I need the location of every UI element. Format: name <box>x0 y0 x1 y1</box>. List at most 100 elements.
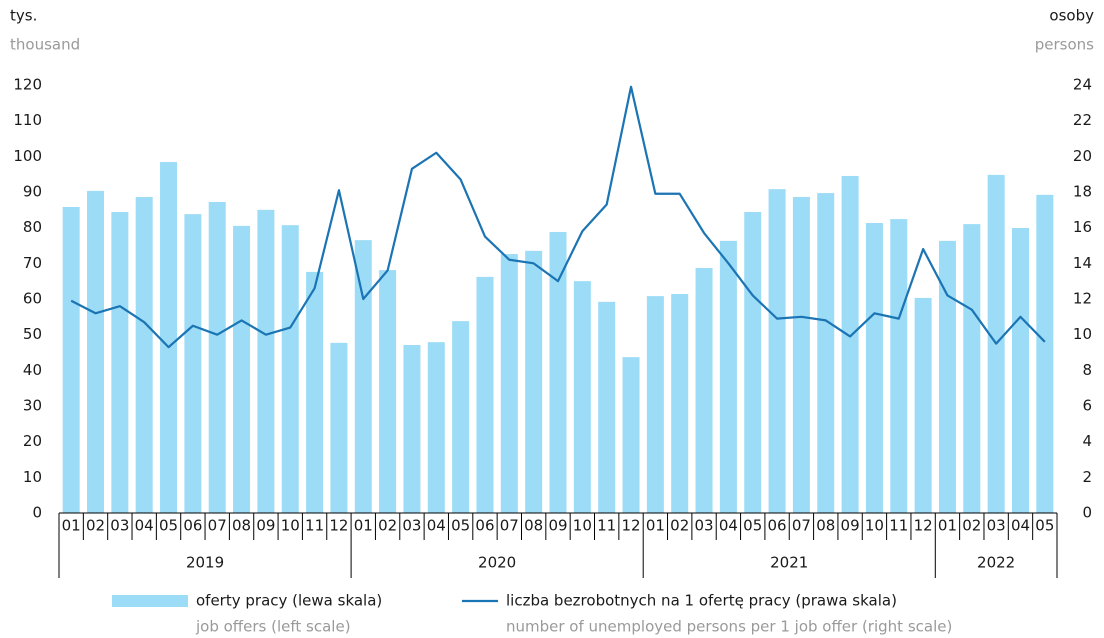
bar <box>549 231 567 514</box>
y-tick-label: 110 <box>13 111 42 129</box>
bar <box>890 219 908 513</box>
x-group-label: 2022 <box>977 554 1015 572</box>
bar <box>744 211 762 513</box>
y-tick-label: 70 <box>23 254 42 272</box>
x-tick-label: 02 <box>378 517 397 535</box>
x-tick-label: 05 <box>159 517 178 535</box>
x-group-label: 2019 <box>186 554 224 572</box>
legend-label-en: number of unemployed persons per 1 job o… <box>506 618 952 636</box>
legend-label: oferty pracy (lewa skala) <box>196 592 382 610</box>
y-tick-label: 80 <box>23 218 42 236</box>
x-tick-label: 06 <box>183 517 202 535</box>
x-tick-label: 08 <box>232 517 251 535</box>
bar <box>306 271 324 513</box>
y-tick-label: 90 <box>23 183 42 201</box>
bar <box>719 240 737 513</box>
x-tick-label: 11 <box>597 517 616 535</box>
y2-axis-label-en: persons <box>1035 36 1094 54</box>
x-tick-label: 08 <box>816 517 835 535</box>
y-tick-label: 100 <box>13 147 42 165</box>
x-tick-label: 01 <box>354 517 373 535</box>
legend-swatch <box>112 595 188 607</box>
x-tick-label: 03 <box>987 517 1006 535</box>
y-tick-label: 120 <box>13 76 42 94</box>
bar <box>598 301 616 513</box>
x-tick-label: 01 <box>62 517 81 535</box>
y-tick-label: 60 <box>23 290 42 308</box>
y-tick-label: 20 <box>23 432 42 450</box>
bar <box>768 189 786 513</box>
bar <box>379 270 397 513</box>
x-tick-label: 11 <box>889 517 908 535</box>
x-tick-label: 08 <box>524 517 543 535</box>
bar <box>1011 228 1029 514</box>
bar <box>257 209 275 514</box>
bar <box>646 296 664 513</box>
y-axis-label-en: thousand <box>10 36 80 54</box>
bar <box>403 345 421 513</box>
bar <box>281 225 299 514</box>
x-tick-label: 07 <box>792 517 811 535</box>
y2-tick-label: 14 <box>1073 254 1092 272</box>
x-tick-label: 02 <box>962 517 981 535</box>
x-tick-label: 01 <box>646 517 665 535</box>
y2-tick-label: 2 <box>1082 468 1092 486</box>
bar <box>500 254 518 513</box>
legend-label: liczba bezrobotnych na 1 ofertę pracy (p… <box>506 592 897 610</box>
y2-tick-label: 8 <box>1082 361 1092 379</box>
y2-tick-label: 6 <box>1082 397 1092 415</box>
bar <box>817 193 835 513</box>
x-tick-label: 03 <box>402 517 421 535</box>
bar <box>914 297 932 513</box>
x-group-label: 2021 <box>770 554 808 572</box>
legend-label-en: job offers (left scale) <box>195 618 351 636</box>
x-tick-label: 10 <box>865 517 884 535</box>
y-tick-label: 0 <box>32 504 42 522</box>
bar <box>671 294 689 513</box>
y2-tick-label: 18 <box>1073 183 1092 201</box>
x-tick-label: 02 <box>86 517 105 535</box>
x-tick-label: 07 <box>500 517 519 535</box>
x-tick-label: 06 <box>475 517 494 535</box>
x-tick-label: 12 <box>914 517 933 535</box>
y2-tick-label: 20 <box>1073 147 1092 165</box>
bar <box>62 206 80 514</box>
x-tick-label: 03 <box>695 517 714 535</box>
x-tick-label: 09 <box>841 517 860 535</box>
bar <box>233 225 251 513</box>
bar <box>452 321 470 513</box>
y-tick-label: 40 <box>23 361 42 379</box>
bar <box>792 196 810 513</box>
x-tick-label: 05 <box>743 517 762 535</box>
x-tick-label: 07 <box>208 517 227 535</box>
bar <box>841 175 859 513</box>
bar <box>1036 194 1054 513</box>
x-tick-label: 06 <box>768 517 787 535</box>
y-tick-label: 50 <box>23 325 42 343</box>
x-tick-label: 05 <box>1035 517 1054 535</box>
bar <box>865 223 883 513</box>
bar <box>476 276 494 513</box>
bar <box>938 240 956 513</box>
y2-tick-label: 22 <box>1073 111 1092 129</box>
y-tick-label: 10 <box>23 468 42 486</box>
bar <box>135 196 153 513</box>
x-tick-label: 10 <box>573 517 592 535</box>
x-tick-label: 09 <box>256 517 275 535</box>
y-tick-label: 30 <box>23 397 42 415</box>
bar <box>330 342 348 513</box>
bar <box>208 201 226 513</box>
x-tick-label: 04 <box>135 517 154 535</box>
bar <box>87 190 105 513</box>
bar <box>111 211 129 513</box>
x-tick-label: 11 <box>305 517 324 535</box>
bar <box>573 281 591 513</box>
bar <box>354 240 372 513</box>
x-tick-label: 04 <box>1011 517 1030 535</box>
y2-tick-label: 12 <box>1073 290 1092 308</box>
x-tick-label: 12 <box>621 517 640 535</box>
x-tick-label: 03 <box>110 517 129 535</box>
bar <box>525 250 543 513</box>
bar <box>622 357 640 513</box>
